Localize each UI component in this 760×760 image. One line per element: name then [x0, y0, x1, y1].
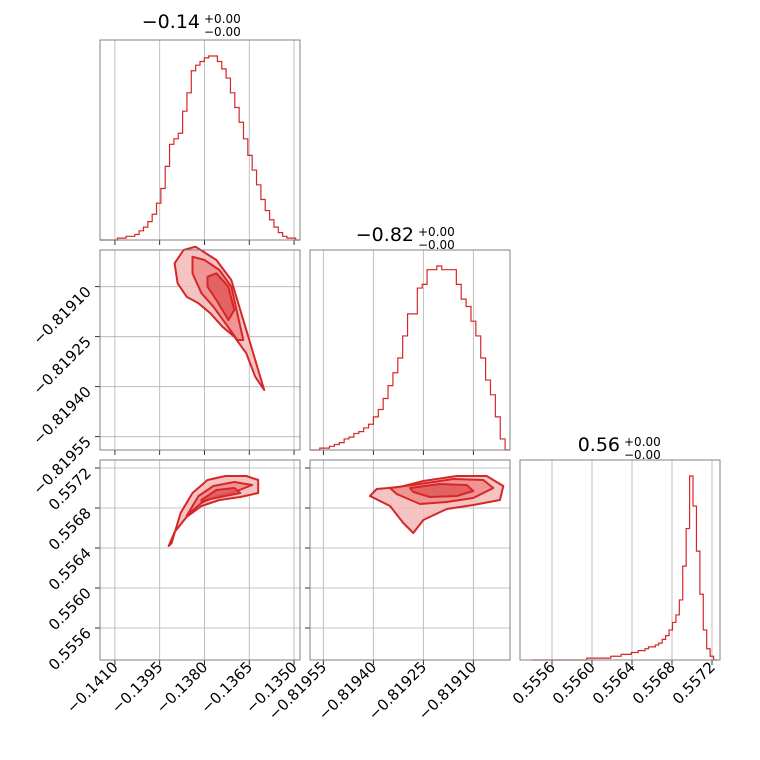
panel-contour-1-2-frame — [99, 249, 301, 451]
panel-contour-1-3 — [95, 459, 301, 665]
contour-level-3 — [206, 272, 236, 321]
panel-contour-2-3 — [305, 459, 511, 665]
contour-level-3 — [200, 487, 242, 503]
panel-hist-param-2-bg — [310, 250, 510, 450]
title-param-1-minus: −0.00 — [204, 25, 241, 39]
y-tick-label: 0.5560 — [45, 584, 95, 634]
x-tick-label: 0.5572 — [669, 658, 719, 708]
panel-hist-param-1-frame — [99, 39, 301, 241]
title-param-3: 0.56 — [578, 434, 620, 456]
x-tick-label: 0.5568 — [629, 658, 679, 708]
x-tick-label: 0.5560 — [549, 658, 599, 708]
title-param-2-minus: −0.00 — [418, 238, 455, 252]
x-tick-label: 0.5564 — [589, 658, 639, 708]
title-param-2: −0.82 — [356, 224, 414, 246]
panel-hist-param-2-frame — [309, 249, 511, 451]
histogram-param-1 — [100, 55, 300, 241]
x-tick-label: 0.5556 — [509, 658, 559, 708]
title-param-3-minus: −0.00 — [624, 448, 661, 462]
y-tick-label: 0.5568 — [45, 504, 95, 554]
contour-level-3 — [409, 483, 475, 498]
panel-contour-1-2 — [95, 245, 301, 455]
y-tick-label: 0.5556 — [45, 624, 95, 674]
panel-hist-param-1-bg — [100, 40, 300, 240]
panel-hist-param-3-frame — [519, 459, 721, 661]
panel-titles: −0.14 +0.00 −0.00 −0.82 +0.00 −0.00 0.56… — [142, 11, 661, 462]
plot-panels: −0.1410−0.1395−0.1380−0.1365−0.1350−0.81… — [29, 39, 721, 724]
title-param-1-plus: +0.00 — [204, 12, 241, 26]
y-tick-label: 0.5564 — [45, 544, 95, 594]
title-param-2-plus: +0.00 — [418, 225, 455, 239]
panel-hist-param-2 — [309, 249, 511, 455]
panel-hist-param-3 — [519, 459, 721, 665]
title-param-1: −0.14 — [142, 11, 200, 33]
histogram-param-2 — [310, 265, 510, 451]
title-param-3-plus: +0.00 — [624, 435, 661, 449]
panel-contour-2-3-frame — [309, 459, 511, 661]
panel-contour-1-3-frame — [99, 459, 301, 661]
panel-hist-param-1 — [99, 39, 301, 245]
